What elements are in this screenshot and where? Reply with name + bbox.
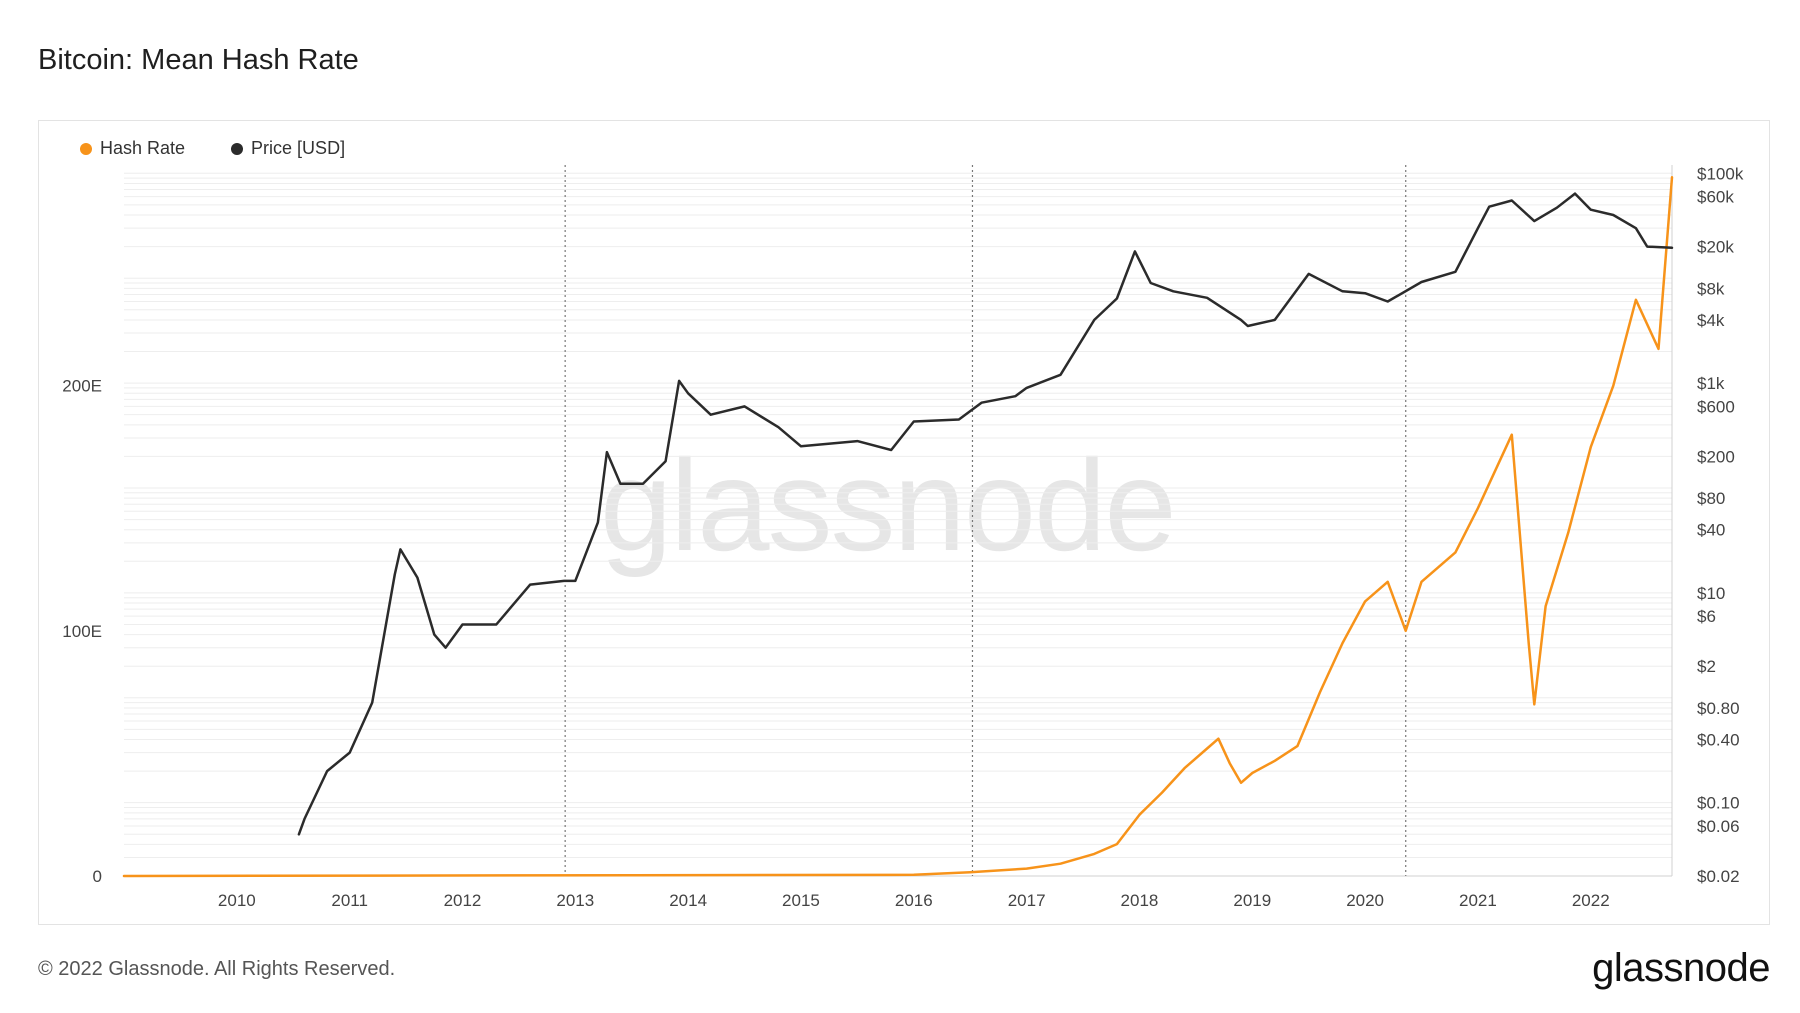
x-tick-label: 2015	[782, 891, 820, 910]
legend-dot-price	[231, 142, 244, 155]
y-right-tick-label: $8k	[1697, 279, 1725, 298]
legend-item-price[interactable]: Price [USD]	[231, 138, 345, 159]
page-title: Bitcoin: Mean Hash Rate	[38, 44, 359, 76]
y-right-tick-label: $60k	[1697, 188, 1734, 207]
y-left-tick-label: 200E	[62, 377, 102, 396]
x-tick-label: 2011	[331, 891, 368, 910]
y-right-tick-label: $20k	[1697, 238, 1734, 257]
x-tick-label: 2014	[669, 891, 707, 910]
x-tick-label: 2017	[1008, 891, 1046, 910]
y-right-tick-label: $0.80	[1697, 699, 1740, 718]
x-tick-label: 2021	[1459, 891, 1497, 910]
y-right-tick-label: $4k	[1697, 311, 1725, 330]
brand-logo: glassnode	[1592, 946, 1770, 990]
y-right-tick-label: $1k	[1697, 374, 1725, 393]
copyright-text: © 2022 Glassnode. All Rights Reserved.	[38, 958, 396, 980]
chart-legend: Hash Rate Price [USD]	[80, 138, 345, 159]
series-line-hash-rate	[122, 176, 1674, 878]
x-tick-label: 2010	[218, 891, 256, 910]
y-right-tick-label: $80	[1697, 489, 1725, 508]
y-right-tick-label: $0.10	[1697, 794, 1740, 813]
y-right-tick-label: $600	[1697, 397, 1735, 416]
legend-item-hash-rate[interactable]: Hash Rate	[80, 138, 185, 159]
y-right-tick-label: $0.40	[1697, 731, 1740, 750]
y-right-tick-label: $10	[1697, 584, 1725, 603]
y-right-tick-label: $6	[1697, 607, 1716, 626]
series-line-price	[297, 192, 1674, 836]
x-tick-label: 2018	[1121, 891, 1159, 910]
x-tick-label: 2013	[556, 891, 594, 910]
x-tick-label: 2022	[1572, 891, 1610, 910]
legend-label-hash-rate: Hash Rate	[100, 138, 186, 158]
chart-frame	[38, 120, 1770, 925]
y-right-tick-label: $200	[1697, 447, 1735, 466]
y-right-tick-label: $0.06	[1697, 817, 1740, 836]
x-tick-label: 2019	[1233, 891, 1271, 910]
y-left-tick-label: 100E	[62, 622, 102, 641]
y-right-tick-label: $0.02	[1697, 867, 1740, 886]
x-tick-label: 2016	[895, 891, 933, 910]
y-right-tick-label: $100k	[1697, 164, 1744, 183]
x-tick-label: 2020	[1346, 891, 1384, 910]
y-right-tick-label: $40	[1697, 521, 1725, 540]
y-right-tick-label: $2	[1697, 657, 1716, 676]
legend-dot-hash-rate	[80, 142, 92, 155]
y-left-tick-label: 0	[93, 867, 102, 886]
x-tick-label: 2012	[444, 891, 482, 910]
legend-label-price: Price [USD]	[251, 138, 346, 158]
